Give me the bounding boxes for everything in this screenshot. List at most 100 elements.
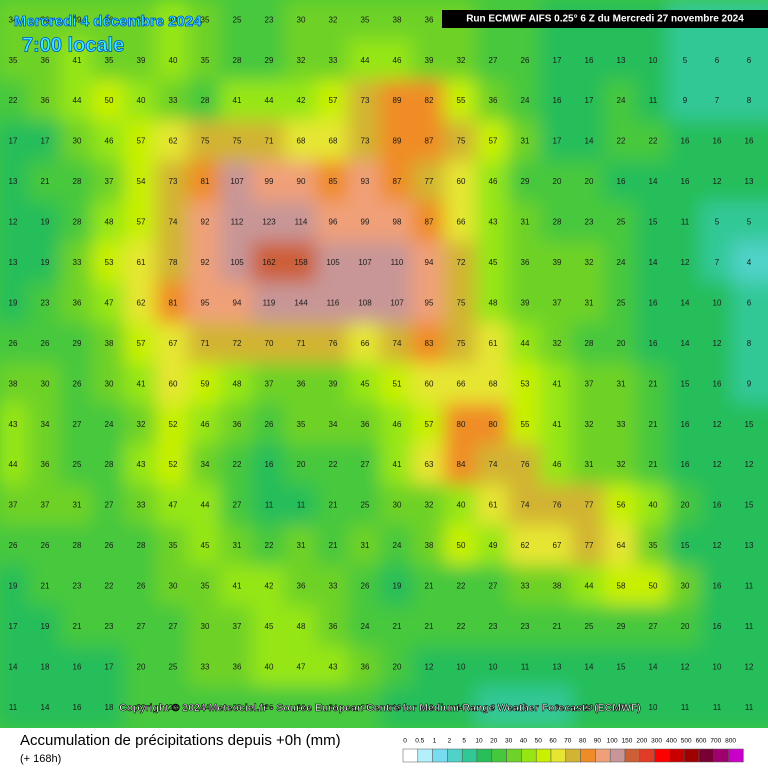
grid-value: 39 [553,258,562,267]
precip-cell [60,565,94,608]
grid-value: 12 [681,662,690,671]
grid-value: 94 [425,258,434,267]
precip-cell [604,524,638,568]
precip-cell [412,443,446,487]
precip-cell [316,79,350,123]
precip-cell [444,443,478,487]
precip-cell [220,443,254,487]
grid-value: 22 [649,137,658,146]
precip-cell [700,120,734,163]
grid-value: 8 [747,96,752,105]
grid-value: 28 [137,541,146,550]
precip-cell [668,241,702,285]
grid-value: 27 [73,420,82,429]
grid-value: 27 [137,622,146,631]
precip-cell [124,160,158,204]
legend-label: 800 [725,738,736,745]
precip-cell [732,605,768,649]
precip-cell [284,524,318,568]
legend-swatch [461,748,478,763]
precip-cell [412,322,446,365]
grid-value: 46 [489,177,498,186]
grid-value: 12 [713,541,722,550]
precip-cell [60,322,94,365]
grid-value: 68 [297,137,306,146]
grid-value: 67 [169,339,178,348]
precip-cell [476,282,510,325]
grid-value: 31 [585,460,594,469]
grid-value: 17 [553,56,562,65]
precip-cell [124,241,158,285]
precip-cell [188,443,222,487]
grid-value: 22 [457,622,466,631]
grid-value: 83 [425,339,434,348]
precip-cell [636,201,670,244]
grid-value: 72 [457,258,466,267]
grid-value: 16 [681,460,690,469]
legend-swatch [550,748,567,763]
precip-cell [284,646,318,689]
precip-cell [700,605,734,649]
precip-cell [220,79,254,123]
precip-cell [668,201,702,244]
precip-cell [668,484,702,527]
grid-value: 5 [747,218,752,227]
grid-value: 27 [169,622,178,631]
precip-cell [0,0,30,42]
precip-cell [604,160,638,204]
grid-value: 38 [425,541,434,550]
precip-cell [316,565,350,608]
precip-cell [124,484,158,527]
precip-cell [284,363,318,406]
precip-cell [444,565,478,608]
grid-value: 26 [9,339,18,348]
grid-value: 73 [169,177,178,186]
precip-cell [188,0,222,42]
grid-value: 44 [9,460,18,469]
grid-value: 10 [489,662,498,671]
run-box [442,10,768,28]
grid-value: 17 [9,622,18,631]
precip-cell [380,322,414,365]
grid-value: 66 [457,218,466,227]
precip-cell [316,646,350,689]
grid-value: 34 [9,15,18,24]
precip-cell [60,160,94,204]
precip-cell [252,282,286,325]
grid-value: 13 [745,177,754,186]
precip-cell [508,282,542,325]
precip-cell [604,120,638,163]
grid-value: 95 [201,298,210,307]
grid-value: 12 [713,460,722,469]
grid-value: 26 [105,541,114,550]
grid-value: 57 [137,137,146,146]
grid-value: 67 [553,541,562,550]
grid-value: 40 [457,501,466,510]
grid-value: 16 [713,622,722,631]
precip-cell [284,282,318,325]
precip-cell [0,686,30,728]
grid-value: 37 [553,298,562,307]
precip-cell [188,39,222,82]
grid-value: 60 [457,177,466,186]
precip-cell [124,322,158,365]
grid-value: 20 [297,460,306,469]
grid-value: 40 [265,662,274,671]
grid-value: 116 [327,298,340,307]
grid-value: 30 [41,379,50,388]
grid-value: 35 [649,541,658,550]
precip-cell [732,241,768,285]
legend-swatch [535,748,552,763]
precip-cell [732,686,768,728]
grid-value: 53 [521,379,530,388]
grid-value: 19 [393,582,402,591]
grid-value: 40 [169,15,178,24]
grid-value: 7 [715,258,720,267]
grid-value: 20 [681,501,690,510]
grid-value: 36 [489,96,498,105]
precip-cell [380,0,414,42]
precip-cell [508,443,542,487]
grid-value: 21 [393,622,402,631]
precip-cell [92,282,126,325]
grid-value: 107 [230,177,244,186]
